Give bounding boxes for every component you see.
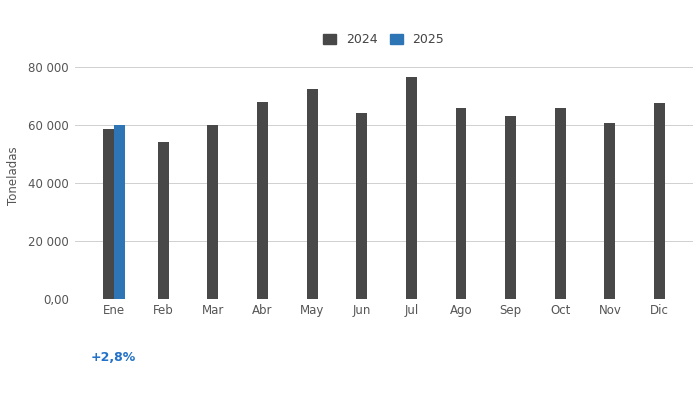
Bar bbox=[158, 142, 169, 299]
Bar bbox=[103, 130, 113, 299]
Bar bbox=[406, 77, 416, 299]
Legend: 2024, 2025: 2024, 2025 bbox=[317, 27, 451, 52]
Bar bbox=[207, 124, 218, 299]
Bar bbox=[555, 108, 566, 299]
Bar bbox=[456, 108, 466, 299]
Text: +2,8%: +2,8% bbox=[91, 351, 136, 364]
Bar bbox=[505, 116, 516, 299]
Y-axis label: Toneladas: Toneladas bbox=[7, 146, 20, 205]
Bar bbox=[654, 104, 665, 299]
Bar bbox=[257, 102, 268, 299]
Bar bbox=[113, 125, 125, 299]
Bar bbox=[356, 113, 368, 299]
Bar bbox=[604, 123, 615, 299]
Bar bbox=[307, 89, 318, 299]
